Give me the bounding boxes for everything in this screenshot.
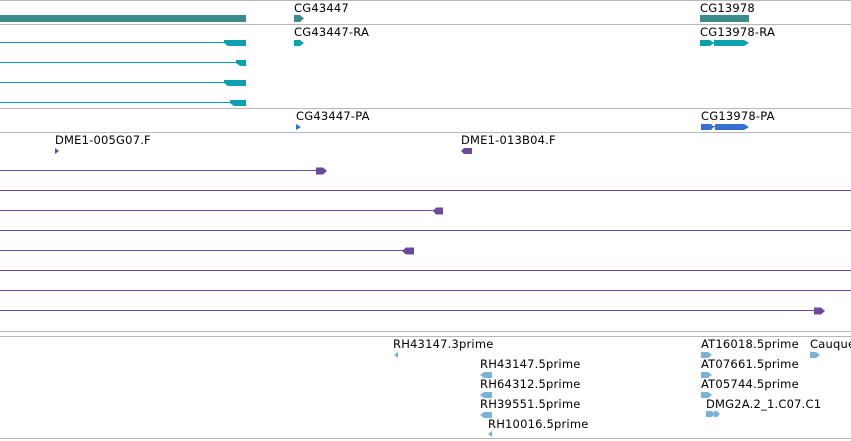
- gene-feature-left[interactable]: [0, 15, 246, 22]
- transcript-feature-left-3[interactable]: [0, 80, 246, 86]
- clone-feature-row-7[interactable]: [0, 290, 851, 291]
- clone-feature-dme1-005g07[interactable]: [55, 148, 59, 154]
- clone-feature-dme1-013b04[interactable]: [461, 148, 472, 154]
- est-track: [394, 352, 820, 437]
- gene-label-cg43447[interactable]: CG43447: [294, 1, 349, 15]
- transcript-feature-left-1[interactable]: [0, 40, 246, 46]
- est-feature-cauque[interactable]: [810, 352, 820, 358]
- est-feature-dmg2a2[interactable]: [706, 411, 720, 417]
- protein-label-cg13978-pa[interactable]: CG13978-PA: [701, 109, 775, 123]
- clone-feature-row-4[interactable]: [0, 230, 851, 231]
- protein-feature-cg13978-pa[interactable]: [701, 124, 749, 130]
- clone-feature-row-2[interactable]: [0, 190, 851, 191]
- gene-track: [0, 15, 749, 22]
- transcript-feature-left-4[interactable]: [0, 100, 246, 106]
- est-label-rh39551-5[interactable]: RH39551.5prime: [480, 397, 581, 411]
- transcript-label-cg13978-ra[interactable]: CG13978-RA: [700, 25, 776, 39]
- est-label-rh64312-5[interactable]: RH64312.5prime: [480, 377, 581, 391]
- clone-label-dme1-013b04[interactable]: DME1-013B04.F: [461, 133, 556, 147]
- clone-feature-row-1[interactable]: [0, 167, 327, 175]
- est-feature-at07661-5[interactable]: [701, 372, 712, 378]
- protein-feature-cg43447-pa[interactable]: [296, 124, 301, 130]
- est-label-at07661-5[interactable]: AT07661.5prime: [701, 357, 799, 371]
- clone-label-dme1-005g07[interactable]: DME1-005G07.F: [55, 133, 151, 147]
- est-label-dmg2a2[interactable]: DMG2A.2_1.C07.C1: [706, 397, 822, 411]
- gene-label-cg13978[interactable]: CG13978: [700, 1, 755, 15]
- est-label-rh10016-5[interactable]: RH10016.5prime: [488, 417, 589, 431]
- est-feature-rh43147-3[interactable]: [394, 352, 398, 358]
- gene-feature-cg43447[interactable]: [294, 15, 304, 22]
- clone-feature-row-5[interactable]: [0, 247, 414, 255]
- transcript-label-cg43447-ra[interactable]: CG43447-RA: [294, 25, 370, 39]
- est-feature-rh39551-5[interactable]: [480, 412, 492, 418]
- clone-feature-row-8[interactable]: [0, 307, 825, 315]
- gene-feature-cg13978[interactable]: [700, 15, 749, 22]
- transcript-feature-left-2[interactable]: [0, 60, 246, 66]
- est-label-cauque[interactable]: Cauque: [810, 337, 851, 351]
- est-feature-rh10016-5[interactable]: [488, 431, 492, 437]
- transcript-feature-cg43447-ra[interactable]: [294, 40, 304, 46]
- est-feature-at05744-5[interactable]: [701, 392, 712, 398]
- transcript-feature-cg13978-ra[interactable]: [700, 40, 749, 46]
- est-label-at16018-5[interactable]: AT16018.5prime: [701, 337, 799, 351]
- est-feature-at16018-5[interactable]: [701, 352, 712, 358]
- clone-feature-row-6[interactable]: [0, 270, 851, 271]
- est-label-at05744-5[interactable]: AT05744.5prime: [701, 377, 799, 391]
- protein-label-cg43447-pa[interactable]: CG43447-PA: [296, 109, 370, 123]
- clone-feature-row-3[interactable]: [0, 207, 443, 215]
- clone-track: [0, 148, 851, 315]
- protein-track: [296, 124, 749, 130]
- est-label-rh43147-5[interactable]: RH43147.5prime: [480, 357, 581, 371]
- est-label-rh43147-3[interactable]: RH43147.3prime: [393, 337, 494, 351]
- est-feature-rh64312-5[interactable]: [480, 392, 492, 398]
- est-feature-rh43147-5[interactable]: [480, 372, 492, 378]
- transcript-track: [0, 40, 749, 106]
